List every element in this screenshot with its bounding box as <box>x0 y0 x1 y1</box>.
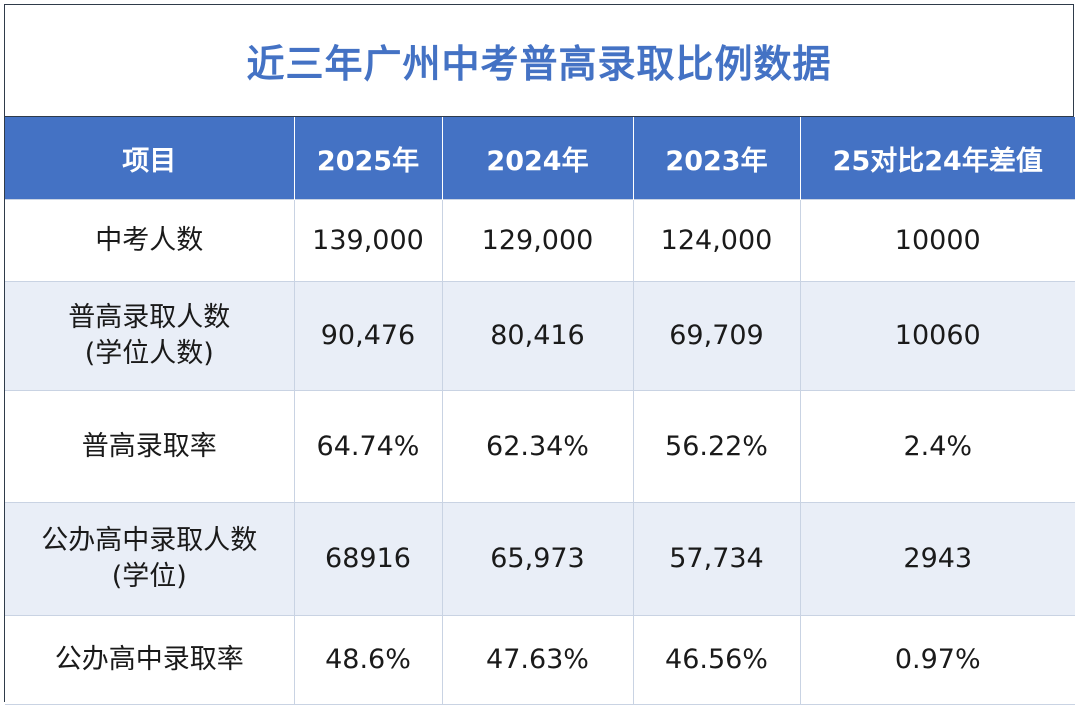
table-row: 普高录取率 64.74% 62.34% 56.22% 2.4% <box>5 390 1075 503</box>
cell-diff: 10000 <box>799 199 1075 282</box>
table-row: 公办高中录取率 48.6% 47.63% 46.56% 0.97% <box>5 615 1075 705</box>
header-item: 项目 <box>5 117 295 200</box>
row-label-line: (学位人数) <box>84 338 214 369</box>
cell-2023: 124,000 <box>632 199 801 282</box>
row-label: 中考人数 <box>5 199 295 282</box>
table-row: 普高录取人数 (学位人数) 90,476 80,416 69,709 10060 <box>5 281 1075 391</box>
header-2024: 2024年 <box>441 117 634 200</box>
cell-2025: 139,000 <box>293 199 443 282</box>
comparison-table: 项目 2025年 2024年 2023年 25对比24年差值 中考人数 139,… <box>5 117 1075 705</box>
cell-2025: 68916 <box>293 502 443 616</box>
cell-2024: 129,000 <box>441 199 634 282</box>
header-diff: 25对比24年差值 <box>799 117 1075 200</box>
cell-diff: 2943 <box>799 502 1075 616</box>
row-label: 公办高中录取率 <box>5 615 295 705</box>
row-label-line: 公办高中录取人数 <box>41 525 258 556</box>
cell-diff: 0.97% <box>799 615 1075 705</box>
cell-2023: 69,709 <box>632 281 801 391</box>
cell-2023: 57,734 <box>632 502 801 616</box>
page-title: 近三年广州中考普高录取比例数据 <box>246 42 832 86</box>
cell-2024: 65,973 <box>441 502 634 616</box>
document-frame: 近三年广州中考普高录取比例数据 项目 2025年 2024年 2023年 25对… <box>4 4 1075 705</box>
header-row: 项目 2025年 2024年 2023年 25对比24年差值 <box>5 117 1075 200</box>
cell-2025: 48.6% <box>293 615 443 705</box>
cell-2025: 64.74% <box>293 390 443 503</box>
cell-2024: 62.34% <box>441 390 634 503</box>
cell-diff: 2.4% <box>799 390 1075 503</box>
cell-2025: 90,476 <box>293 281 443 391</box>
header-2025: 2025年 <box>293 117 443 200</box>
cell-2023: 46.56% <box>632 615 801 705</box>
row-label-line: 普高录取人数 <box>68 302 231 333</box>
table-row: 中考人数 139,000 129,000 124,000 10000 <box>5 199 1075 282</box>
row-label: 普高录取人数 (学位人数) <box>5 281 295 391</box>
row-label: 公办高中录取人数 (学位) <box>5 502 295 616</box>
cell-2023: 56.22% <box>632 390 801 503</box>
title-bar: 近三年广州中考普高录取比例数据 <box>5 5 1073 117</box>
row-label: 普高录取率 <box>5 390 295 503</box>
cell-diff: 10060 <box>799 281 1075 391</box>
cell-2024: 47.63% <box>441 615 634 705</box>
header-2023: 2023年 <box>632 117 801 200</box>
table-row: 公办高中录取人数 (学位) 68916 65,973 57,734 2943 <box>5 502 1075 616</box>
cell-2024: 80,416 <box>441 281 634 391</box>
row-label-line: (学位) <box>111 561 187 592</box>
